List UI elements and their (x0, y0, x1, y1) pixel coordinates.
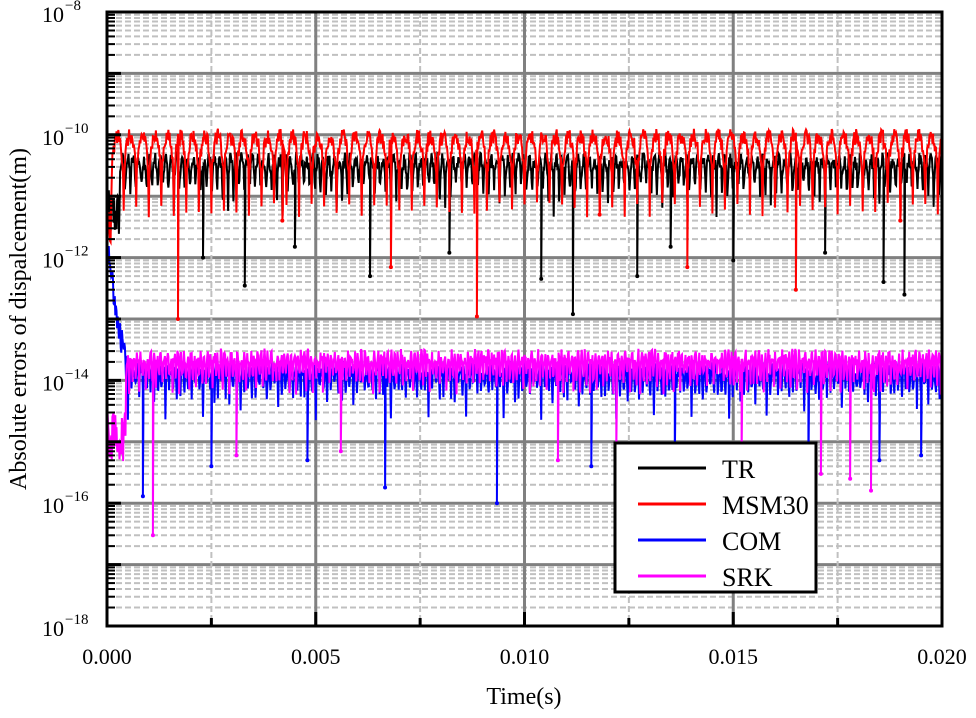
plot-area (107, 126, 942, 538)
y-axis-label: Absolute errors of dispalcement(m) (6, 148, 32, 490)
data-point-tr (823, 250, 828, 255)
y-tick-exponent: −12 (65, 244, 88, 260)
x-axis-label: Time(s) (486, 684, 561, 710)
y-tick-label: 10 (42, 493, 64, 518)
data-point-com (589, 464, 594, 469)
data-point-tr (201, 255, 206, 260)
data-point-tr (881, 280, 886, 285)
data-point-tr (731, 258, 736, 263)
y-tick-exponent: −18 (65, 612, 88, 628)
data-point-com (140, 494, 145, 499)
data-point-srk (150, 533, 155, 538)
y-tick-label: 10 (42, 125, 64, 150)
axis-ticks (107, 10, 840, 628)
data-point-msm30 (793, 287, 798, 292)
x-tick-label: 0.010 (500, 644, 550, 669)
data-point-srk (848, 476, 853, 481)
x-tick-label: 0.000 (82, 644, 132, 669)
data-point-tr (447, 250, 452, 255)
data-point-srk (869, 488, 874, 493)
data-point-msm30 (474, 314, 479, 319)
y-tick-label: 10 (42, 616, 64, 641)
data-point-com (919, 453, 924, 458)
data-point-tr (242, 283, 247, 288)
y-tick-exponent: −14 (65, 366, 89, 382)
data-point-tr (368, 274, 373, 279)
data-point-tr (668, 244, 673, 249)
data-point-msm30 (597, 212, 602, 217)
data-point-msm30 (280, 218, 285, 223)
data-point-srk (338, 449, 343, 454)
data-point-msm30 (175, 317, 180, 321)
data-point-srk (555, 458, 560, 463)
data-point-msm30 (388, 265, 393, 270)
data-point-tr (902, 292, 907, 297)
y-tick-exponent: −16 (65, 489, 89, 505)
legend: TR MSM30 COM SRK (613, 441, 818, 594)
series-line-msm30 (107, 126, 942, 320)
legend-label-com: COM (722, 527, 781, 556)
legend-label-msm30: MSM30 (722, 491, 809, 520)
data-point-msm30 (898, 218, 903, 223)
legend-label-tr: TR (722, 455, 756, 484)
data-point-tr (292, 244, 297, 249)
data-point-com (209, 464, 214, 469)
y-tick-exponent: −8 (65, 0, 81, 14)
series-line-srk (107, 347, 942, 536)
x-tick-label: 0.005 (291, 644, 341, 669)
data-point-tr (539, 276, 544, 281)
data-point-tr (570, 312, 575, 317)
x-tick-labels: 0.000 0.005 0.010 0.015 0.020 (82, 644, 967, 669)
data-point-srk (818, 471, 823, 476)
data-point-msm30 (685, 265, 690, 270)
y-tick-exponent: −10 (65, 121, 88, 137)
data-point-tr (635, 274, 640, 279)
legend-label-srk: SRK (722, 563, 773, 592)
data-point-srk (234, 453, 239, 458)
data-point-com (494, 501, 499, 506)
y-tick-label: 10 (42, 370, 64, 395)
data-point-com (877, 458, 882, 463)
y-tick-label: 10 (42, 2, 64, 27)
data-point-com (383, 485, 388, 490)
y-tick-label: 10 (42, 248, 64, 273)
x-tick-label: 0.015 (709, 644, 759, 669)
data-point-com (305, 458, 310, 463)
x-tick-label: 0.020 (917, 644, 967, 669)
